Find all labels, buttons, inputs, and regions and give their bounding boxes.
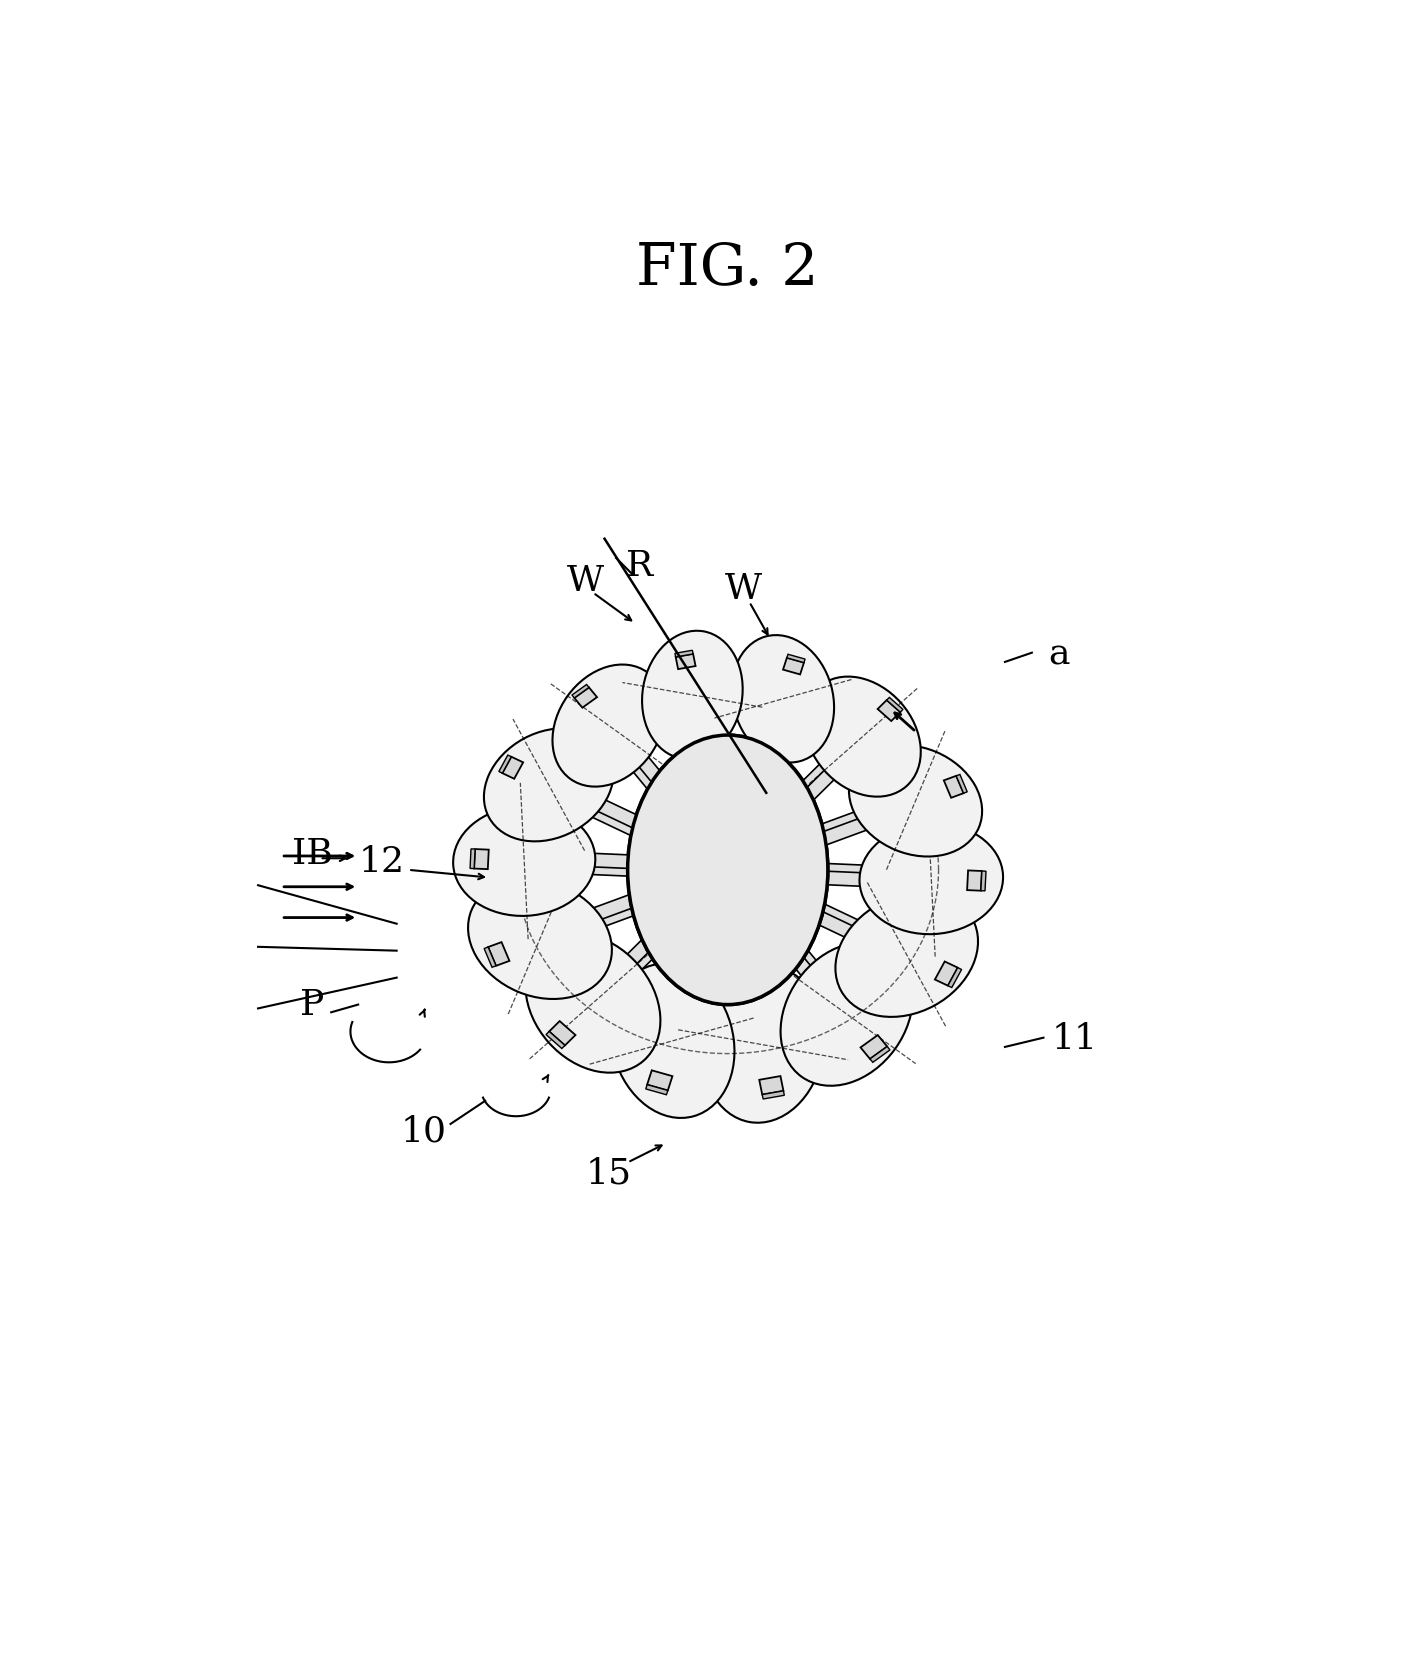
- Polygon shape: [575, 796, 657, 845]
- Polygon shape: [574, 688, 596, 708]
- Polygon shape: [740, 938, 767, 1015]
- Polygon shape: [547, 1031, 565, 1048]
- Polygon shape: [679, 938, 716, 1015]
- Ellipse shape: [835, 893, 978, 1016]
- Polygon shape: [674, 650, 693, 656]
- Polygon shape: [646, 1085, 667, 1095]
- Polygon shape: [484, 946, 496, 968]
- Ellipse shape: [859, 823, 1003, 935]
- Polygon shape: [474, 850, 488, 870]
- Polygon shape: [572, 685, 589, 698]
- Polygon shape: [498, 755, 511, 773]
- Text: 15: 15: [585, 1156, 632, 1191]
- Polygon shape: [648, 1070, 673, 1091]
- Text: 10: 10: [400, 1115, 447, 1148]
- Ellipse shape: [701, 966, 824, 1123]
- Ellipse shape: [453, 806, 595, 916]
- Ellipse shape: [804, 676, 920, 796]
- Polygon shape: [774, 921, 835, 991]
- Polygon shape: [870, 1046, 890, 1063]
- Polygon shape: [949, 968, 961, 988]
- Polygon shape: [470, 850, 476, 868]
- Polygon shape: [774, 751, 842, 818]
- Polygon shape: [767, 926, 828, 996]
- Polygon shape: [571, 895, 656, 936]
- Text: 12: 12: [358, 845, 405, 880]
- Polygon shape: [763, 1091, 784, 1100]
- Text: W: W: [567, 565, 604, 598]
- Polygon shape: [809, 863, 896, 880]
- Polygon shape: [747, 728, 784, 805]
- Text: R: R: [626, 548, 653, 583]
- Ellipse shape: [628, 735, 828, 1005]
- Polygon shape: [795, 901, 878, 950]
- Polygon shape: [981, 871, 985, 891]
- Polygon shape: [628, 743, 689, 813]
- Polygon shape: [696, 723, 724, 800]
- Polygon shape: [798, 895, 880, 943]
- Ellipse shape: [628, 735, 828, 1005]
- Polygon shape: [672, 935, 709, 1013]
- Polygon shape: [861, 1035, 888, 1060]
- Polygon shape: [676, 653, 696, 670]
- Ellipse shape: [552, 665, 665, 786]
- Polygon shape: [967, 870, 981, 891]
- Polygon shape: [878, 700, 900, 721]
- Polygon shape: [559, 851, 646, 870]
- Text: IB: IB: [291, 838, 332, 871]
- Polygon shape: [488, 941, 510, 966]
- Polygon shape: [503, 756, 523, 778]
- Ellipse shape: [642, 631, 743, 760]
- Text: FIG. 2: FIG. 2: [636, 242, 819, 297]
- Polygon shape: [760, 1076, 784, 1095]
- Polygon shape: [621, 748, 682, 818]
- Polygon shape: [782, 658, 804, 675]
- Ellipse shape: [849, 745, 983, 856]
- Text: W: W: [724, 571, 761, 606]
- Ellipse shape: [469, 878, 612, 1000]
- Ellipse shape: [525, 933, 660, 1073]
- Polygon shape: [934, 961, 957, 986]
- Polygon shape: [802, 810, 888, 851]
- Polygon shape: [550, 1021, 575, 1045]
- Ellipse shape: [611, 963, 734, 1118]
- Text: a: a: [1048, 636, 1069, 671]
- Polygon shape: [740, 725, 777, 801]
- Polygon shape: [809, 870, 896, 888]
- Text: P: P: [300, 988, 324, 1021]
- Ellipse shape: [781, 943, 913, 1086]
- Polygon shape: [787, 655, 805, 663]
- Polygon shape: [731, 940, 760, 1016]
- Polygon shape: [609, 916, 676, 983]
- Polygon shape: [559, 860, 646, 876]
- Polygon shape: [886, 698, 903, 711]
- Polygon shape: [568, 888, 653, 930]
- Polygon shape: [944, 776, 964, 798]
- Polygon shape: [689, 725, 716, 801]
- Ellipse shape: [484, 728, 613, 841]
- Polygon shape: [780, 758, 846, 823]
- Text: 11: 11: [1051, 1023, 1098, 1056]
- Polygon shape: [799, 803, 885, 845]
- Polygon shape: [613, 921, 682, 988]
- Polygon shape: [578, 790, 660, 838]
- Ellipse shape: [731, 635, 834, 763]
- Polygon shape: [956, 775, 967, 793]
